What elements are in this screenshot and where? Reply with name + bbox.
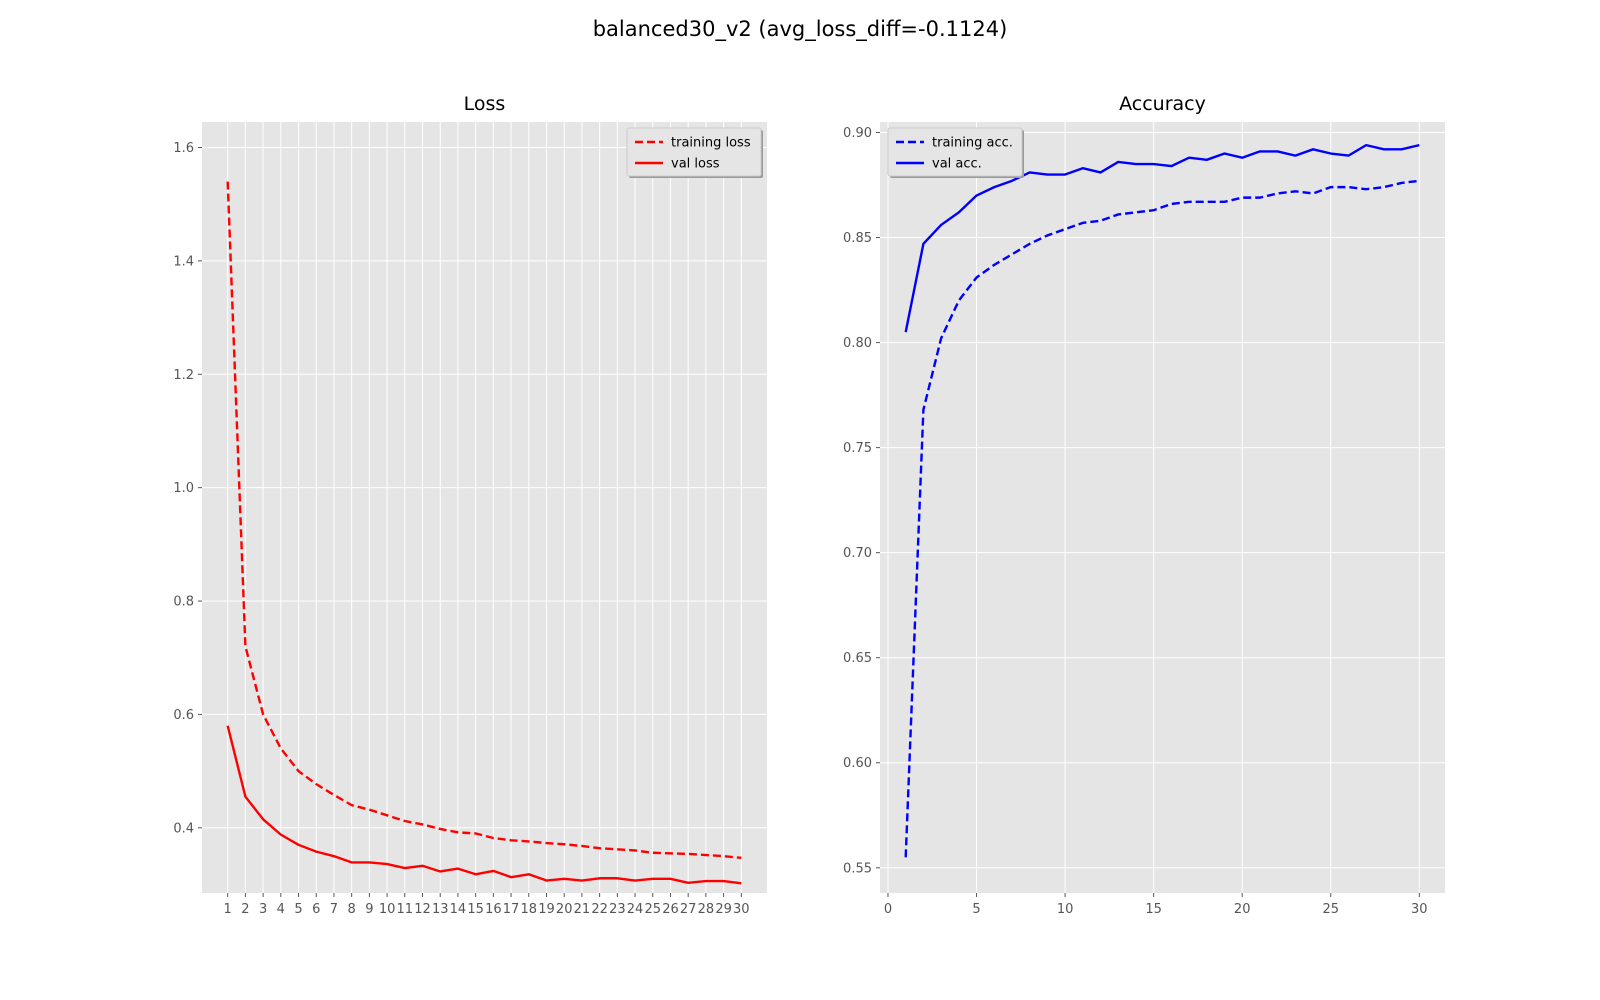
loss-x-tick-label: 19 [538,902,555,917]
accuracy-y-tick-label: 0.75 [843,441,872,456]
accuracy-plot-area [880,122,1445,893]
accuracy-legend: training acc. val acc. [887,127,1024,178]
legend-label-val-acc: val acc. [932,157,982,172]
loss-x-tick-label: 12 [414,902,431,917]
loss-x-tick-label: 18 [521,902,538,917]
accuracy-y-tick-label: 0.60 [843,756,872,771]
loss-x-tick-label: 9 [365,902,373,917]
loss-chart-title: Loss [464,93,506,115]
loss-chart: 0.40.60.81.01.21.41.61 2 3 4 5 6 7 8 9 10 11 12 13 14… [173,93,767,917]
accuracy-x-tick-label: 0 [884,902,892,917]
loss-x-tick-label: 25 [644,902,661,917]
loss-x-tick-label: 22 [591,902,608,917]
accuracy-y-tick-label: 0.55 [843,861,872,876]
loss-legend: training loss val loss [626,127,763,178]
series-training-loss-line [226,181,742,860]
loss-y-tick-label: 1.0 [173,481,194,496]
loss-y-tick-label: 1.6 [173,141,194,156]
loss-x-tick-label: 15 [467,902,484,917]
loss-x-tick-label: 24 [627,902,644,917]
accuracy-y-tick-label: 0.70 [843,546,872,561]
loss-x-tick-label: 14 [450,902,467,917]
accuracy-x-tick-label: 10 [1057,902,1074,917]
accuracy-y-tick-label: 0.85 [843,231,872,246]
loss-x-tick-label: 16 [485,902,502,917]
series-training-acc-line [904,179,1420,858]
accuracy-x-tick-label: 5 [972,902,980,917]
accuracy-y-tick-label: 0.90 [843,126,872,141]
loss-plot-area [202,122,767,893]
accuracy-chart: 0.55 0.60 0.65 0.70 0.75 0.80 0.85 0.90 0 5 10 15 20… [843,93,1445,917]
accuracy-y-tick-label: 0.65 [843,651,872,666]
loss-x-tick-label: 11 [397,902,414,917]
loss-x-tick-label: 17 [503,902,520,917]
loss-x-tick-label: 1 [224,902,232,917]
loss-x-tick-label: 30 [733,902,750,917]
loss-x-tick-label: 29 [715,902,732,917]
loss-x-tick-label: 13 [432,902,449,917]
loss-x-tick-label: 4 [277,902,285,917]
loss-y-tick-label: 0.4 [173,821,194,836]
accuracy-x-tick-label: 25 [1322,902,1339,917]
loss-y-tick-label: 1.4 [173,254,194,269]
loss-y-tick-label: 0.6 [173,708,194,723]
series-val-acc-line [904,143,1420,333]
accuracy-x-tick-label: 15 [1145,902,1162,917]
legend-label-training-acc: training acc. [932,136,1013,151]
loss-x-tick-label: 10 [379,902,396,917]
figure-title: balanced30_v2 (avg_loss_diff=-0.1124) [593,17,1008,42]
loss-x-tick-label: 26 [662,902,679,917]
accuracy-y-tick-label: 0.80 [843,336,872,351]
series-val-loss-line [226,725,742,885]
loss-x-tick-label: 5 [294,902,302,917]
loss-x-tick-label: 27 [680,902,697,917]
loss-y-tick-label: 1.2 [173,368,194,383]
loss-y-tick-label: 0.8 [173,595,194,610]
loss-x-tick-label: 21 [574,902,591,917]
accuracy-chart-title: Accuracy [1119,93,1206,115]
loss-x-tick-label: 23 [609,902,626,917]
loss-x-tick-label: 6 [312,902,320,917]
loss-x-tick-label: 3 [259,902,267,917]
legend-label-val-loss: val loss [671,157,720,172]
accuracy-x-tick-label: 30 [1411,902,1428,917]
loss-x-tick-label: 20 [556,902,573,917]
legend-label-training-loss: training loss [671,136,751,151]
loss-x-tick-label: 2 [241,902,249,917]
accuracy-x-tick-label: 20 [1234,902,1251,917]
loss-x-tick-label: 7 [330,902,338,917]
loss-x-tick-label: 8 [348,902,356,917]
loss-x-tick-label: 28 [698,902,715,917]
